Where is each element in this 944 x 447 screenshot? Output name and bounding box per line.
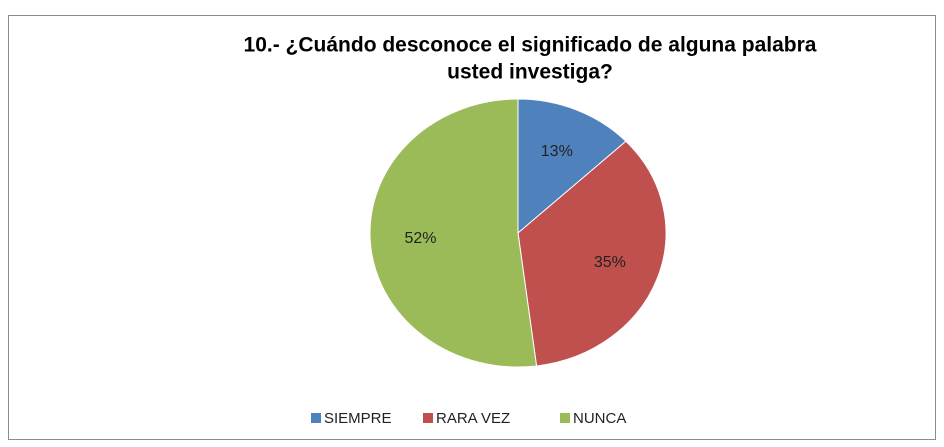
data-label: 13% [541,143,573,160]
pie-slice [369,98,538,368]
legend-swatch [311,413,321,423]
pie-slice [517,98,627,235]
chart-title: 10.- ¿Cuándo desconoce el significado de… [244,34,817,57]
data-label: 52% [404,230,436,247]
legend-label: RARA VEZ [436,410,510,427]
pie-slice [517,140,667,367]
legend-swatch [560,413,570,423]
legend-label: NUNCA [573,410,626,427]
chart-title: usted investiga? [447,61,613,84]
legend-label: SIEMPRE [324,410,392,427]
legend-swatch [423,413,433,423]
data-label: 35% [594,254,626,271]
